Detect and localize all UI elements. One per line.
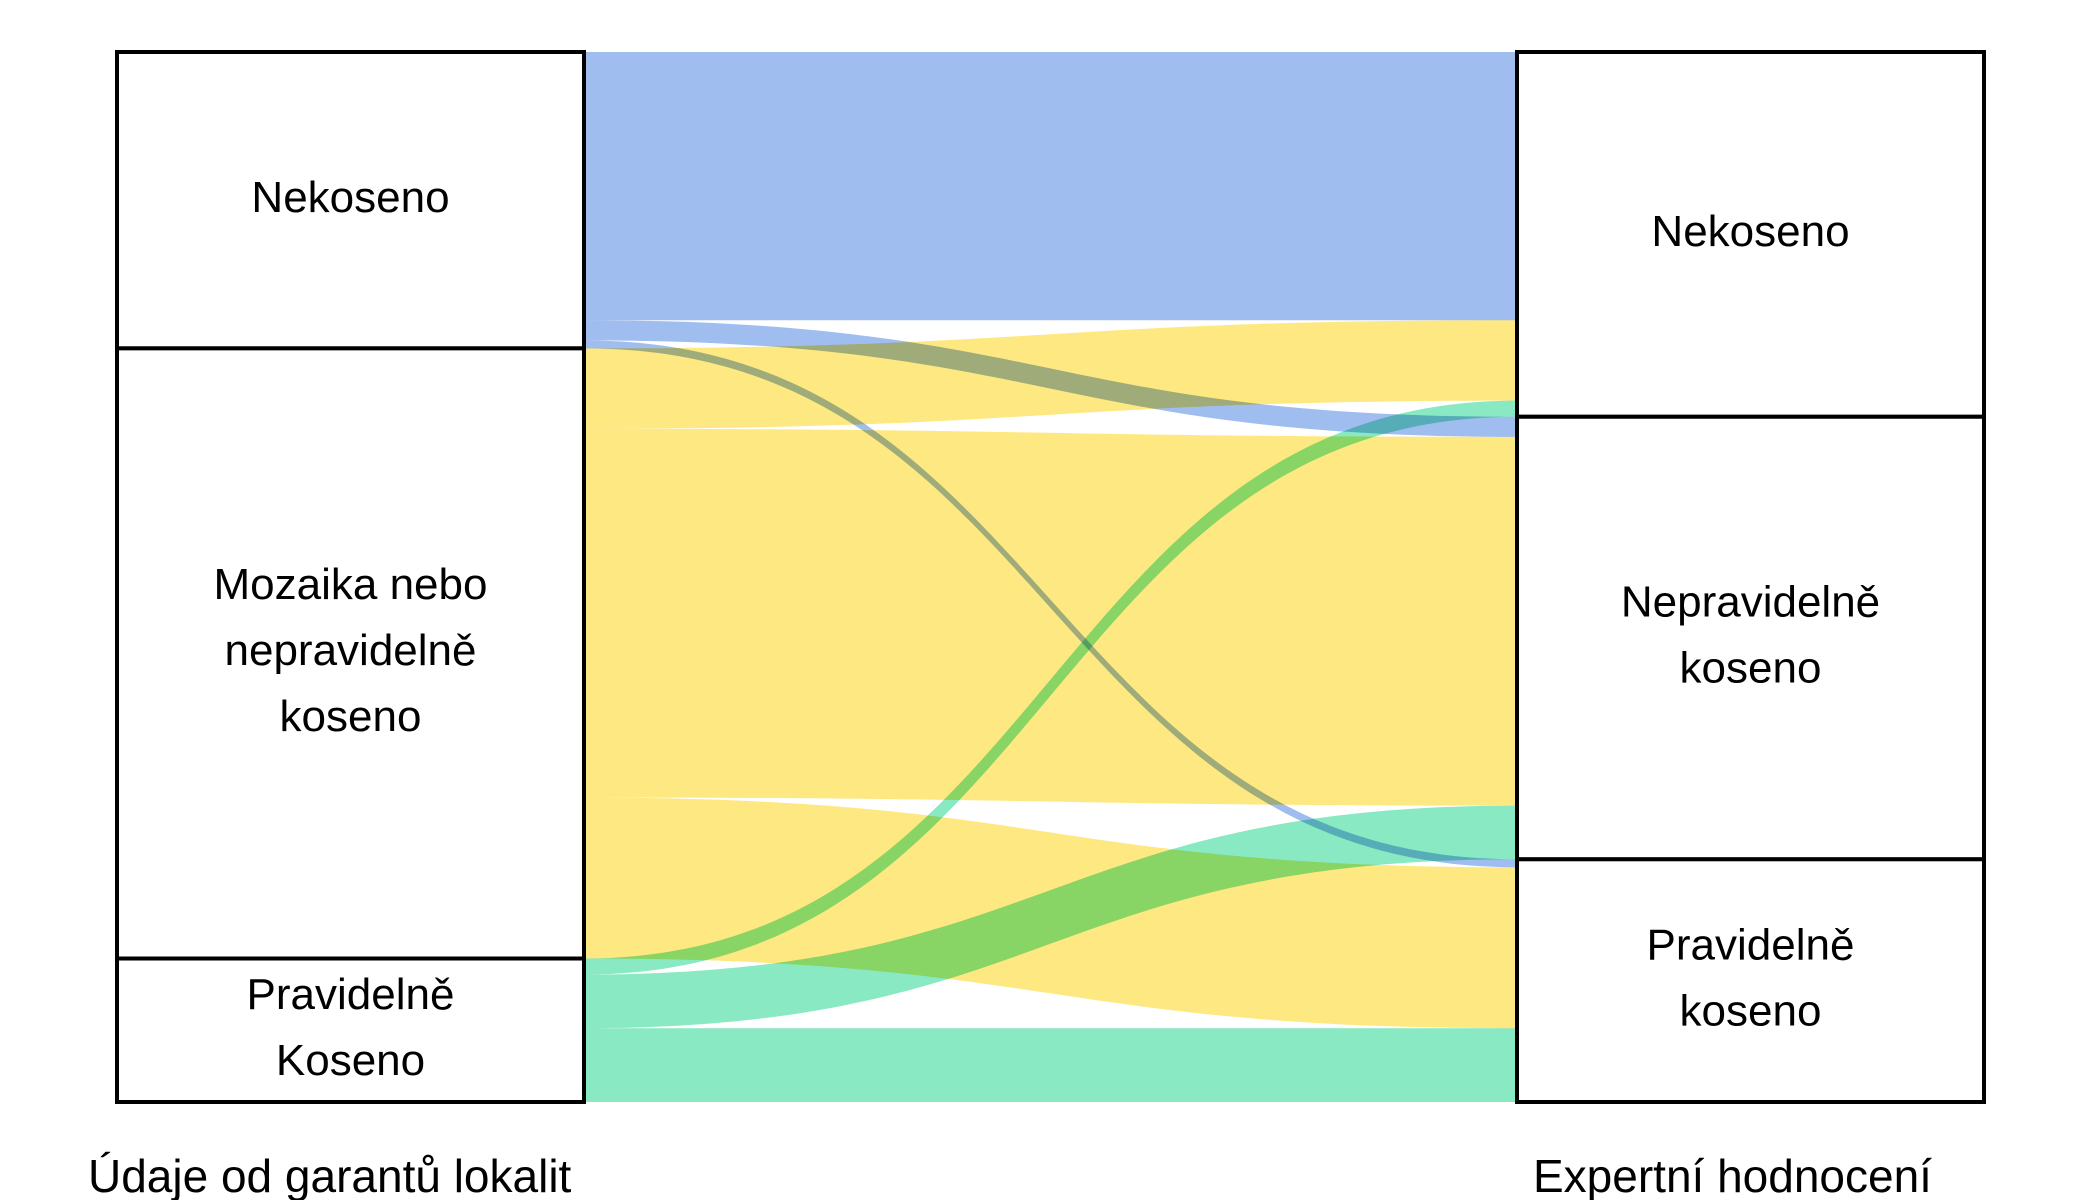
right-node-0 <box>1515 50 1986 419</box>
right-nodes-layer: Nekoseno Nepravidelně koseno Pravidelně kose… <box>1515 50 1986 1104</box>
right-node-1-label-line-0: Nepravidelně <box>1621 578 1880 627</box>
left-node-2 <box>115 956 586 1105</box>
right-node-2 <box>1515 857 1986 1104</box>
left-node-1-label-line-1: nepravidelně <box>225 626 477 675</box>
right-node-2-label-line-0: Pravidelně <box>1647 920 1855 969</box>
flow-L1-R1 <box>584 428 1517 806</box>
flow-L1-R0 <box>584 320 1517 429</box>
left-node-1-label-line-2: koseno <box>280 692 422 741</box>
flow-L2-R1 <box>584 805 1517 1029</box>
left-node-2-label-line-1: Koseno <box>276 1036 425 1085</box>
right-node-2-label-line-1: koseno <box>1680 986 1822 1035</box>
left-node-2-label-line-0: Pravidelně <box>247 970 455 1019</box>
right-node-1-label-line-1: koseno <box>1680 644 1822 693</box>
left-axis-caption: Údaje od garantů lokalit <box>88 1150 572 1200</box>
left-nodes-layer: Nekoseno Mozaika nebo nepravidelně koseno Pr… <box>115 50 586 1105</box>
right-axis-caption: Expertní hodnocení <box>1533 1150 1932 1200</box>
right-node-1 <box>1515 414 1986 862</box>
left-node-1-label-line-0: Mozaika nebo <box>214 560 488 609</box>
flow-L2-R2 <box>584 1028 1517 1102</box>
left-node-0-label-line-0: Nekoseno <box>251 173 449 222</box>
flow-L0-R0 <box>584 52 1517 321</box>
flow-L2-R0 <box>584 400 1517 975</box>
left-node-0 <box>115 50 586 351</box>
right-node-0-label-line-0: Nekoseno <box>1651 207 1849 256</box>
flows-layer <box>584 52 1517 1102</box>
